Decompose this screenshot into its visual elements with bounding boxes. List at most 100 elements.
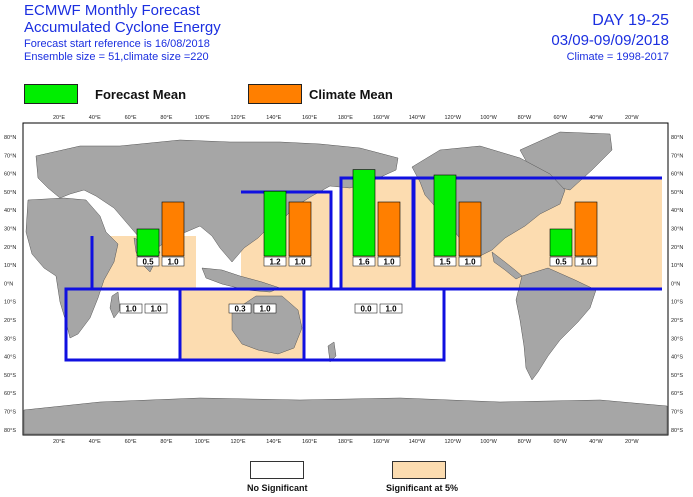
lat-label-right: 60°N bbox=[671, 172, 683, 178]
forecast-value-label: 0.3 bbox=[234, 305, 246, 314]
lon-label-bottom: 80°E bbox=[160, 439, 172, 445]
lat-label-left: 70°N bbox=[4, 153, 16, 159]
lat-label-left: 60°S bbox=[4, 391, 16, 397]
basin-boxes bbox=[64, 176, 662, 362]
climate-value-box bbox=[144, 303, 168, 314]
lat-label-right: 10°S bbox=[671, 300, 683, 306]
lat-label-right: 0°N bbox=[671, 281, 680, 287]
lat-label-right: 50°S bbox=[671, 373, 683, 379]
lat-label-right: 20°N bbox=[671, 245, 683, 251]
lon-label-bottom: 160°W bbox=[373, 439, 390, 445]
lat-label-left: 20°S bbox=[4, 318, 16, 324]
lon-label-top: 160°W bbox=[373, 115, 390, 121]
lon-label-top: 100°E bbox=[195, 115, 210, 121]
land bbox=[23, 131, 668, 435]
lat-label-right: 10°N bbox=[671, 263, 683, 269]
bottom-axis: 20°E 40°E 60°E 80°E 100°E 120°E 140°E 160°E 180°… bbox=[53, 439, 639, 445]
lon-label-top: 120°E bbox=[230, 115, 245, 121]
lat-label-left: 50°N bbox=[4, 190, 16, 196]
lat-label-right: 30°N bbox=[671, 227, 683, 233]
climate-value-box bbox=[288, 256, 312, 267]
climate-bar bbox=[574, 201, 598, 257]
climate-value-box bbox=[377, 256, 401, 267]
forecast-value-label: 1.0 bbox=[125, 305, 137, 314]
lon-label-top: 160°E bbox=[302, 115, 317, 121]
box-south-pacific bbox=[304, 287, 446, 362]
lon-label-top: 140°W bbox=[409, 115, 426, 121]
lat-label-right: 50°N bbox=[671, 190, 683, 196]
lat-label-left: 50°S bbox=[4, 373, 16, 379]
lon-label-bottom: 120°E bbox=[230, 439, 245, 445]
forecast-value-box bbox=[136, 256, 160, 267]
lon-label-top: 80°W bbox=[518, 115, 532, 121]
climate-value-box bbox=[574, 256, 598, 267]
climate-value-label: 1.0 bbox=[464, 258, 476, 267]
lat-label-right: 60°S bbox=[671, 391, 683, 397]
europe-asia bbox=[35, 139, 399, 263]
lat-label-right: 30°S bbox=[671, 336, 683, 342]
climate-bar bbox=[161, 201, 185, 257]
forecast-bar bbox=[136, 228, 160, 257]
madagascar bbox=[109, 291, 121, 319]
forecast-bar bbox=[433, 174, 457, 257]
no-significant-label: No Significant bbox=[247, 483, 308, 493]
lat-label-right: 70°N bbox=[671, 153, 683, 159]
climate-value-label: 1.0 bbox=[259, 305, 271, 314]
lon-label-top: 20°W bbox=[625, 115, 639, 121]
forecast-value-label: 1.6 bbox=[358, 258, 370, 267]
lat-label-left: 40°N bbox=[4, 208, 16, 214]
lon-label-bottom: 140°W bbox=[409, 439, 426, 445]
lon-label-bottom: 60°W bbox=[553, 439, 567, 445]
antarctica bbox=[23, 397, 668, 435]
climate-value-label: 1.0 bbox=[383, 258, 395, 267]
forecast-value-label: 0.0 bbox=[360, 305, 372, 314]
climate-bar bbox=[377, 201, 401, 257]
lon-label-bottom: 120°W bbox=[445, 439, 462, 445]
lat-label-left: 10°N bbox=[4, 263, 16, 269]
climate-period: Climate = 1998-2017 bbox=[566, 51, 669, 63]
lon-label-bottom: 180°E bbox=[338, 439, 353, 445]
forecast-bar bbox=[352, 169, 376, 257]
lon-label-top: 80°E bbox=[160, 115, 172, 121]
forecast-value-box bbox=[263, 256, 287, 267]
lon-label-bottom: 40°E bbox=[89, 439, 101, 445]
lat-label-left: 70°S bbox=[4, 410, 16, 416]
lat-label-left: 30°S bbox=[4, 336, 16, 342]
lat-label-left: 20°N bbox=[4, 245, 16, 251]
lon-label-top: 180°E bbox=[338, 115, 353, 121]
lat-label-left: 0°N bbox=[4, 281, 13, 287]
box-australia bbox=[180, 287, 306, 362]
lat-label-right: 70°S bbox=[671, 410, 683, 416]
forecast-value-box bbox=[549, 256, 573, 267]
lon-label-bottom: 60°E bbox=[125, 439, 137, 445]
south-america bbox=[515, 267, 597, 381]
forecast-reference: Forecast start reference is 16/08/2018 bbox=[24, 38, 210, 50]
climate-bar bbox=[288, 201, 312, 257]
climate-legend-label: Climate Mean bbox=[309, 87, 393, 102]
forecast-value-label: 1.2 bbox=[269, 258, 281, 267]
lon-label-bottom: 40°W bbox=[589, 439, 603, 445]
climate-value-label: 1.0 bbox=[167, 258, 179, 267]
lon-label-bottom: 140°E bbox=[266, 439, 281, 445]
climate-value-label: 1.0 bbox=[580, 258, 592, 267]
climate-value-label: 1.0 bbox=[294, 258, 306, 267]
lon-label-top: 60°E bbox=[125, 115, 137, 121]
central-america bbox=[491, 251, 523, 280]
lat-label-right: 40°S bbox=[671, 355, 683, 361]
forecast-value-box bbox=[228, 303, 252, 314]
lon-label-bottom: 20°W bbox=[625, 439, 639, 445]
forecast-bar bbox=[263, 190, 287, 257]
forecast-value-label: 0.5 bbox=[142, 258, 154, 267]
lat-label-left: 80°N bbox=[4, 135, 16, 141]
lon-label-bottom: 20°E bbox=[53, 439, 65, 445]
forecast-value-box bbox=[352, 256, 376, 267]
right-lat-axis: 80°N 70°N 60°N 50°N 40°N 30°N 20°N 10°N 0°N 10°S 2… bbox=[671, 135, 683, 434]
lon-label-top: 120°W bbox=[445, 115, 462, 121]
climate-value-box bbox=[379, 303, 403, 314]
lat-label-left: 30°N bbox=[4, 227, 16, 233]
top-axis: 20°E 40°E 60°E 80°E 100°E 120°E 140°E 160°E 180°… bbox=[53, 115, 639, 121]
lat-label-left: 10°S bbox=[4, 300, 16, 306]
lon-label-top: 20°E bbox=[53, 115, 65, 121]
lat-label-right: 40°N bbox=[671, 208, 683, 214]
climate-bar bbox=[458, 201, 482, 257]
